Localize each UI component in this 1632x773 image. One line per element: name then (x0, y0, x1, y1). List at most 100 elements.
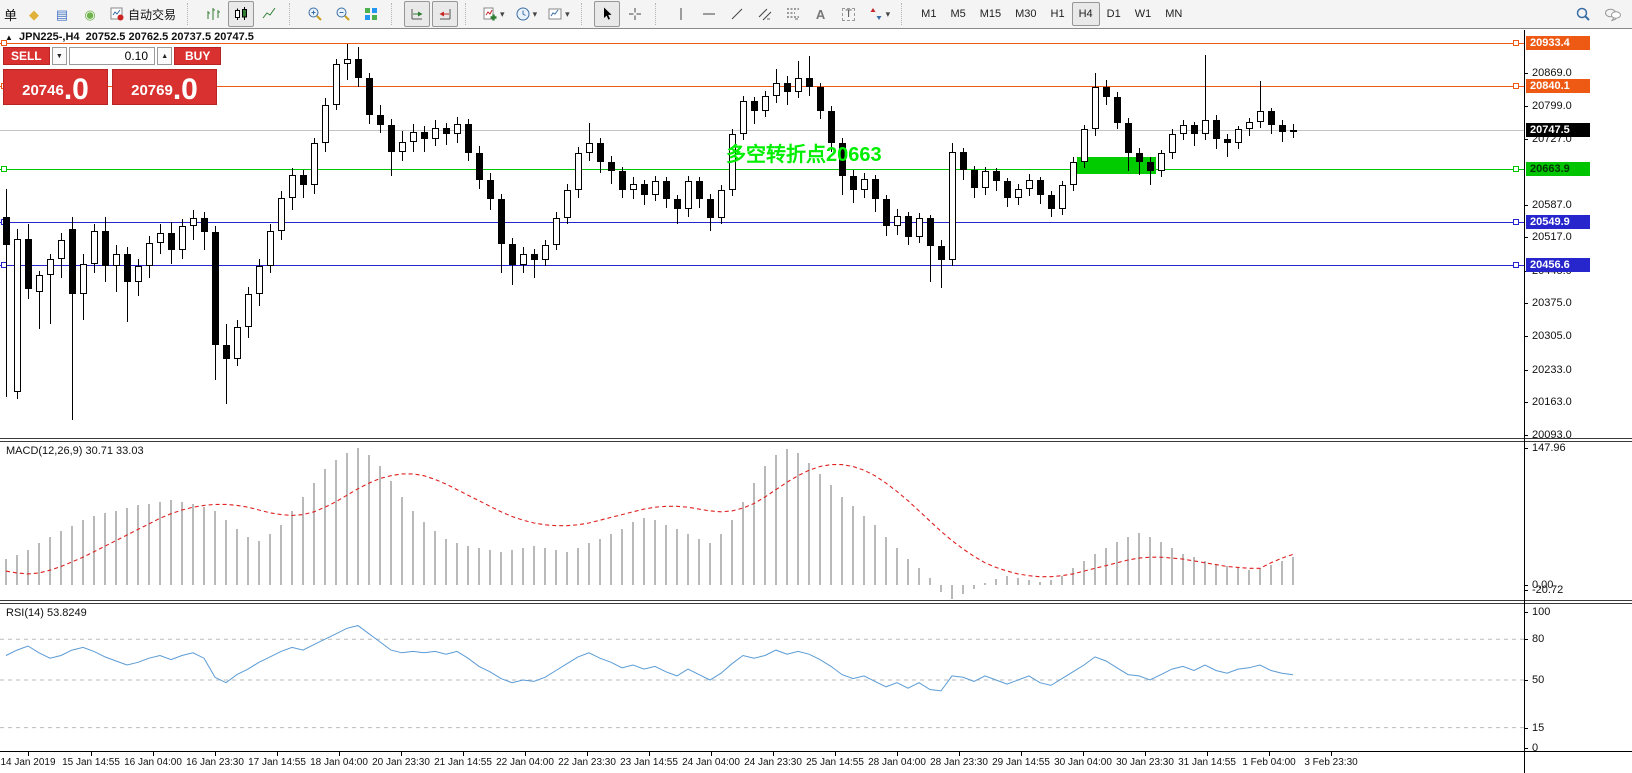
zoom-out-button[interactable] (330, 1, 356, 27)
volume-decrease-button[interactable]: ▼ (51, 47, 67, 65)
candlestick-chart-button[interactable] (228, 1, 255, 27)
horizontal-line-20456.6[interactable] (0, 265, 1524, 266)
buy-button[interactable]: BUY (174, 47, 221, 65)
candle (1026, 179, 1033, 190)
add-indicator-button[interactable]: ▾ (478, 1, 509, 27)
timeframe-button-D1[interactable]: D1 (1106, 8, 1121, 20)
vertical-line-button[interactable] (668, 1, 694, 27)
timeframe-button-W1[interactable]: W1 (1134, 8, 1152, 20)
timeframe-button-MN[interactable]: MN (1165, 8, 1183, 20)
macd-histogram-bar (159, 501, 161, 585)
line-handle[interactable] (1513, 40, 1519, 46)
timeframe-button-M1[interactable]: M1 (921, 8, 937, 20)
candle (773, 82, 780, 96)
candle (1202, 120, 1209, 135)
text-label-button[interactable]: T (836, 1, 862, 27)
timeframe-button-M30[interactable]: M30 (1015, 8, 1037, 20)
horizontal-line-20549.9[interactable] (0, 222, 1524, 223)
macd-histogram-bar (929, 577, 931, 585)
macd-histogram-bar (764, 466, 766, 585)
time-axis-tick (1021, 751, 1022, 756)
yellow-box-button[interactable]: ◆ (21, 1, 47, 27)
pane-separator[interactable] (0, 438, 1632, 442)
macd-pane[interactable]: MACD(12,26,9) 30.71 33.03 (0, 442, 1524, 600)
macd-histogram-bar (599, 538, 601, 585)
crosshair-button[interactable] (622, 1, 648, 27)
time-axis-tick (649, 751, 650, 756)
macd-histogram-bar (1215, 564, 1217, 585)
trendline-button[interactable] (724, 1, 750, 27)
bar-chart-button[interactable] (200, 1, 226, 27)
candle (14, 239, 21, 393)
line-handle[interactable] (1, 40, 7, 46)
price-chart-pane[interactable] (0, 30, 1524, 438)
rsi-pane[interactable]: RSI(14) 53.8249 (0, 604, 1524, 751)
cursor-button[interactable] (593, 1, 620, 27)
text-button[interactable]: A (808, 1, 834, 27)
buy-price-panel[interactable]: 20769.0 (112, 69, 217, 105)
arrows-button[interactable]: ▾ (864, 1, 895, 27)
candle (157, 233, 164, 243)
macd-histogram-bar (940, 585, 942, 593)
macd-histogram-bar (984, 583, 986, 585)
equidistant-channel-button[interactable] (752, 1, 778, 27)
collapse-triangle-icon[interactable]: ▲ (5, 33, 13, 42)
monitor-button[interactable]: ▤ (49, 1, 75, 27)
horizontal-line-20840.1[interactable] (0, 86, 1524, 87)
candle (707, 199, 714, 219)
macd-histogram-bar (335, 459, 337, 585)
periods-button[interactable]: ▾ (511, 1, 542, 27)
candle (1070, 162, 1077, 186)
search-button[interactable] (1570, 1, 1596, 27)
line-handle[interactable] (1513, 219, 1519, 225)
autotrade-button[interactable]: 自动交易 (105, 1, 180, 27)
tile-windows-button[interactable] (358, 1, 384, 27)
timeframe-button-H4[interactable]: H4 (1071, 2, 1100, 26)
line-handle[interactable] (1513, 166, 1519, 172)
horizontal-line-20663.9[interactable] (0, 169, 1524, 170)
line-chart-button[interactable] (256, 1, 282, 27)
autotrade-icon (109, 6, 125, 22)
horizontal-line-20933.4[interactable] (0, 43, 1524, 44)
horizontal-line-icon (702, 13, 715, 15)
line-handle[interactable] (1513, 83, 1519, 89)
candle (696, 180, 703, 200)
price-axis-label: 20517.0 (1532, 231, 1572, 243)
fibonacci-button[interactable] (780, 1, 806, 27)
macd-histogram-bar (115, 510, 117, 585)
auto-scroll-button[interactable] (404, 1, 431, 27)
price-axis-tick (1524, 106, 1528, 107)
timeframe-button-M15[interactable]: M15 (979, 8, 1002, 20)
candle (872, 178, 879, 200)
timeframe-button-H1[interactable]: H1 (1050, 8, 1065, 20)
macd-histogram-bar (1248, 570, 1250, 585)
pane-separator[interactable] (0, 600, 1632, 604)
timeframe-button-M5[interactable]: M5 (950, 8, 966, 20)
zoom-in-button[interactable] (302, 1, 328, 27)
new-order-partial-label[interactable]: 单 (4, 7, 18, 23)
signal-button[interactable]: ◉ (77, 1, 103, 27)
candle-wick (1227, 134, 1228, 157)
line-handle[interactable] (1, 166, 7, 172)
sell-price-frac: .0 (63, 72, 89, 106)
line-handle[interactable] (1513, 262, 1519, 268)
candle (432, 127, 439, 139)
macd-histogram-bar (1138, 533, 1140, 585)
horizontal-line-button[interactable] (696, 1, 722, 27)
time-axis-tick (897, 751, 898, 756)
time-axis-label: 30 Jan 04:00 (1054, 757, 1112, 768)
candle (487, 179, 494, 200)
volume-increase-button[interactable]: ▲ (157, 47, 173, 65)
support-zone-rect[interactable] (1077, 157, 1156, 175)
volume-input[interactable] (69, 47, 155, 65)
templates-button[interactable]: ▾ (543, 1, 574, 27)
pivot-annotation-text[interactable]: 多空转折点20663 (726, 144, 882, 166)
macd-histogram-bar (544, 547, 546, 585)
sell-button[interactable]: SELL (3, 47, 50, 65)
chart-shift-button[interactable] (432, 1, 459, 27)
macd-histogram-bar (1149, 536, 1151, 585)
candle (1191, 124, 1198, 135)
chat-button[interactable] (1600, 1, 1626, 27)
time-axis-label: 18 Jan 04:00 (310, 757, 368, 768)
sell-price-panel[interactable]: 20746.0 (3, 69, 108, 105)
